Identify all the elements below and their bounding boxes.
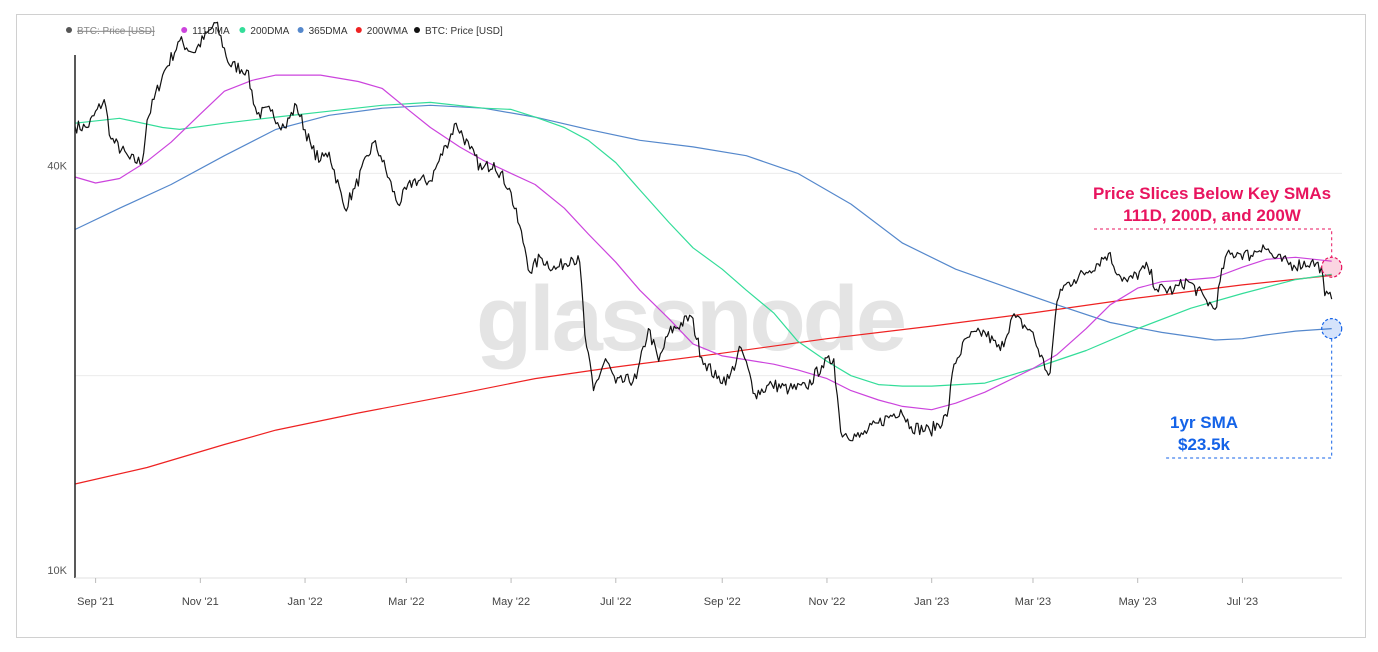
watermark-text: glassnode (476, 268, 905, 370)
x-tick-label: May '22 (492, 596, 530, 608)
x-tick-label: Sep '21 (77, 596, 114, 608)
y-tick-label: 10K (47, 565, 67, 577)
annotation-key-smas: Price Slices Below Key SMAs 111D, 200D, a… (1093, 184, 1343, 278)
legend-label: 111DMA (192, 26, 230, 37)
series-line (74, 104, 1332, 341)
legend-item: 111DMA (181, 26, 230, 37)
legend-marker (297, 27, 304, 33)
x-tick-label: Jan '23 (914, 596, 949, 608)
legend-marker (239, 27, 246, 33)
x-tick-label: Mar '23 (1015, 596, 1051, 608)
highlight-circle (1321, 256, 1343, 278)
legend-label: 200DMA (250, 26, 289, 37)
x-tick-label: Mar '22 (388, 596, 424, 608)
gridlines (75, 172, 1342, 377)
series-line (74, 74, 1332, 411)
annotation-text: 111D, 200D, and 200W (1123, 206, 1302, 225)
legend-item: 200DMA (239, 26, 290, 37)
legend: BTC: Price [USD] 111DMA 200DMA 365DMA 200WMA… (66, 26, 503, 37)
legend-marker (414, 27, 420, 33)
annotation-1yr-sma: 1yr SMA $23.5k (1166, 318, 1343, 459)
callout-line (1166, 338, 1333, 459)
x-tick-label: Jan '22 (287, 596, 322, 608)
legend-item: 365DMA (297, 26, 348, 37)
x-tick-label: Nov '21 (182, 596, 219, 608)
annotations: Price Slices Below Key SMAs 111D, 200D, a… (1093, 184, 1343, 459)
legend-label: BTC: Price [USD] (425, 26, 503, 37)
x-tick-label: Jul '23 (1227, 596, 1258, 608)
x-tick-label: Nov '22 (808, 596, 845, 608)
callout-line (1094, 228, 1333, 258)
legend-item: 200WMA (355, 26, 408, 37)
x-tick-label: Jul '22 (600, 596, 631, 608)
legend-marker (355, 27, 362, 33)
annotation-text: 1yr SMA (1170, 413, 1238, 432)
highlight-circle (1321, 318, 1343, 340)
x-tick-label: May '23 (1119, 596, 1157, 608)
chart-frame (16, 14, 1366, 638)
legend-marker (181, 27, 188, 33)
axes: 40K 10K Sep '21 Nov '21 Jan '22 Mar '22 May '2… (47, 55, 1342, 608)
x-tick-label: Sep '22 (704, 596, 741, 608)
legend-item: BTC: Price [USD] (414, 26, 503, 37)
annotation-text: Price Slices Below Key SMAs (1093, 184, 1331, 203)
legend-label: BTC: Price [USD] (77, 26, 155, 37)
series-line (74, 274, 1332, 485)
annotation-text: $23.5k (1178, 435, 1231, 454)
legend-marker (66, 27, 72, 33)
y-tick-label: 40K (47, 160, 67, 172)
series-layer (74, 21, 1333, 485)
legend-label: 365DMA (309, 26, 348, 37)
series-line (74, 21, 1333, 442)
legend-item: BTC: Price [USD] (66, 26, 155, 37)
legend-label: 200WMA (367, 26, 408, 37)
